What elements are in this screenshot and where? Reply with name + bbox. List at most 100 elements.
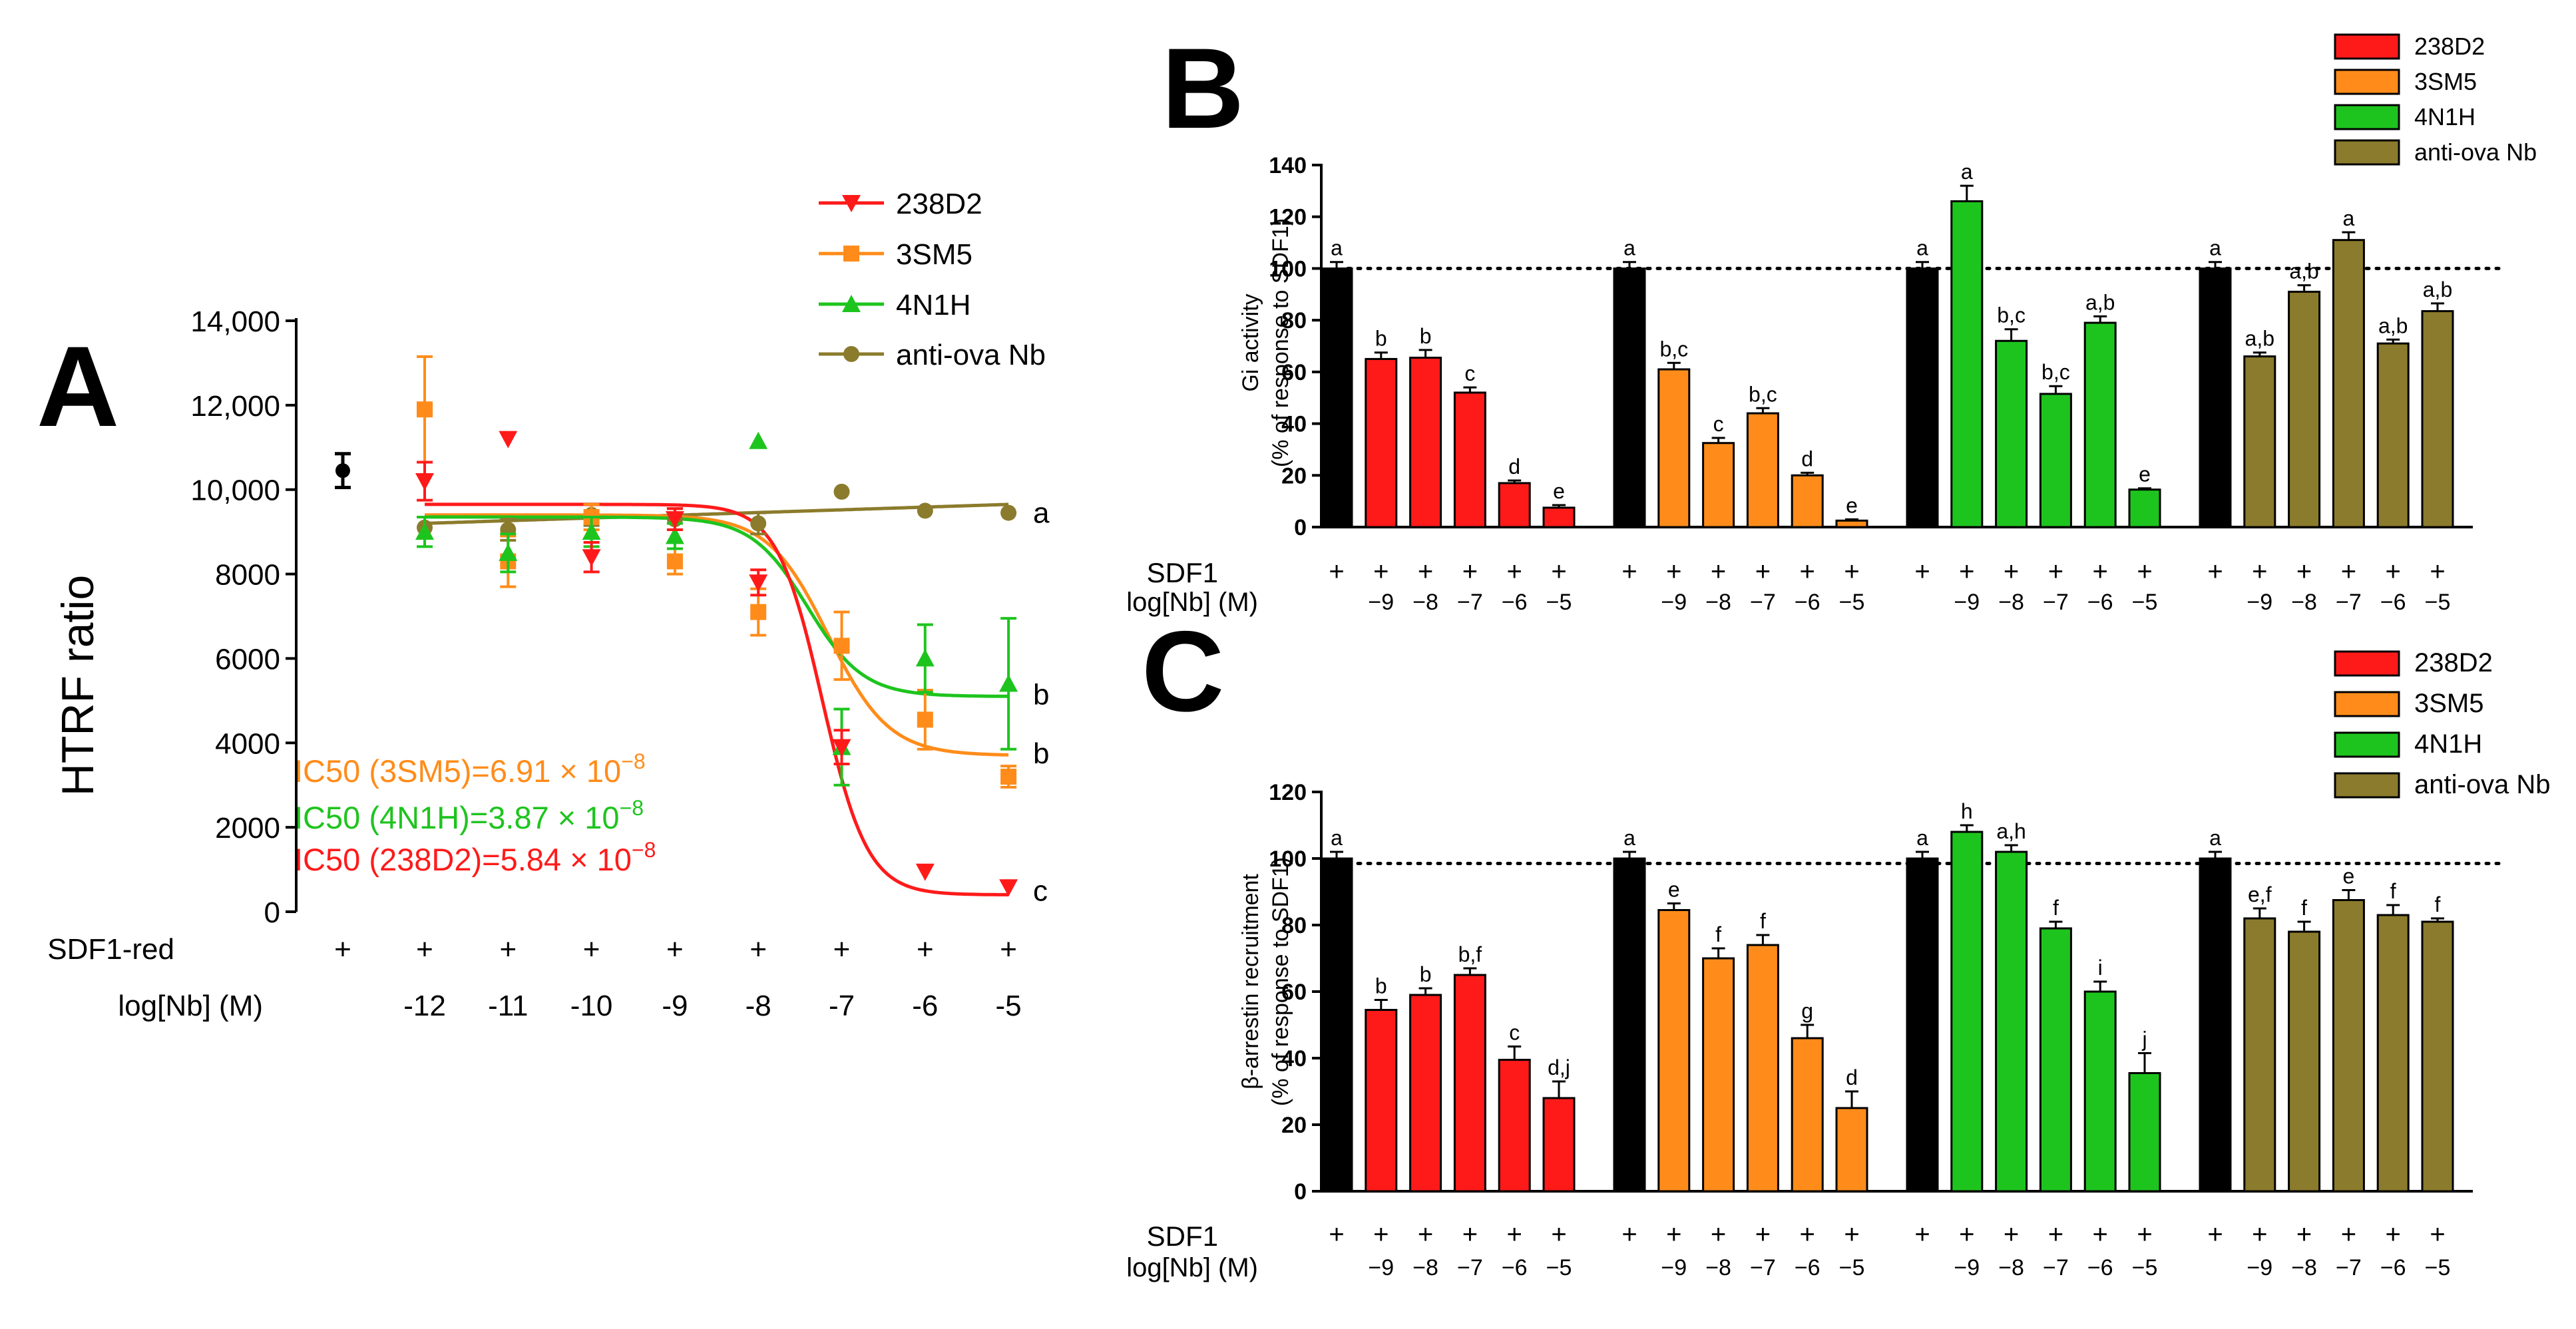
panel-c-x-tick-label: −7 xyxy=(1750,1255,1776,1280)
panel-b-x-tick-label: −9 xyxy=(1368,590,1394,615)
panel-a-legend-marker xyxy=(842,195,861,212)
panel-b-bar-4n1h xyxy=(1995,339,2028,528)
panel-a-point-238d2 xyxy=(832,739,851,757)
panel-b-bar-238d2 xyxy=(1498,482,1531,528)
panel-a-significance-letter: b xyxy=(1033,737,1049,770)
panel-c-x-tick-label: −9 xyxy=(1954,1255,1980,1280)
panel-b-bar-3sm5 xyxy=(1702,442,1735,528)
panel-c-y-tick-label: 60 xyxy=(1281,980,1307,1005)
panel-b-y-tick-label: 120 xyxy=(1269,205,1307,230)
panel-a-fit-curve-anti-ova-nb xyxy=(424,502,1009,525)
panel-c-bar-4n1h xyxy=(1950,831,1984,1193)
panel-b-bar-letter: c xyxy=(1713,412,1724,436)
panel-b-bar-letter: d xyxy=(1801,447,1813,471)
panel-c-plus-sign: + xyxy=(1800,1220,1815,1249)
panel-c-x-tick-label: −7 xyxy=(1457,1255,1483,1280)
panel-b-x-tick-label: −5 xyxy=(2425,590,2451,615)
panel-a-ic50-text: IC50 (4N1H)=3.87 × 10−8 xyxy=(294,796,644,835)
panel-c-plus-sign: + xyxy=(1373,1220,1389,1249)
panel-b-bar-3sm5 xyxy=(1657,368,1691,528)
panel-a-legend: 238D2 3SM5 4N1H anti-ova Nb xyxy=(819,188,1046,371)
panel-b-y-tick-label: 20 xyxy=(1281,463,1307,488)
panel-b-y-tick-label: 40 xyxy=(1281,412,1307,437)
panel-a-significance-letter: b xyxy=(1033,678,1049,711)
panel-a-point-3sm5 xyxy=(417,401,433,418)
panel-b-bar-letter: a,b xyxy=(2289,260,2318,284)
panel-c-legend-label: 238D2 xyxy=(2414,648,2493,677)
panel-b-x-tick-label: −7 xyxy=(1457,590,1483,615)
panel-c-x-tick-label: −9 xyxy=(1368,1255,1394,1280)
panel-c-plus-sign: + xyxy=(1621,1220,1637,1249)
panel-b-plus-sign: + xyxy=(2341,557,2356,586)
panel-b-bar-letter: a,b xyxy=(2245,327,2274,351)
panel-letter-b: B xyxy=(1162,25,1244,152)
panel-b-bar-letter: a xyxy=(1961,160,1973,184)
panel-b-bar-letter: b xyxy=(1375,327,1387,351)
panel-a-plus-sign: + xyxy=(666,933,684,966)
panel-c-bar-anti-ova-nb xyxy=(2243,917,2276,1193)
panel-b-x-tick-label: −7 xyxy=(2043,590,2069,615)
panel-b-legend-swatch xyxy=(2334,69,2400,95)
panel-b-plus-sign: + xyxy=(1711,557,1726,586)
panel-a-point-238d2 xyxy=(999,879,1018,897)
panel-b-plus-sign: + xyxy=(1621,557,1637,586)
panel-a-point-3sm5 xyxy=(833,638,850,654)
panel-c-plus-sign: + xyxy=(2004,1220,2019,1249)
panel-b-bar-238d2 xyxy=(1453,391,1486,528)
panel-b-bar-letter: b,c xyxy=(1659,337,1688,361)
ic50-exponent: −8 xyxy=(621,749,645,773)
panel-a-point-anti-ova-nb xyxy=(917,502,933,519)
panel-c-bar-238d2 xyxy=(1542,1097,1576,1193)
panel-b-bar-anti-ova-nb xyxy=(2199,267,2232,528)
panel-a-y-tick-label: 12,000 xyxy=(190,390,280,423)
panel-b-x-tick-label: −8 xyxy=(1705,590,1731,615)
panel-a-plus-sign: + xyxy=(334,933,351,966)
panel-b-plus-sign: + xyxy=(1959,557,1974,586)
panel-a-y-tick-label: 6000 xyxy=(215,643,280,675)
panel-c-y-label-line2: (% of response to SDF1) xyxy=(1268,857,1293,1106)
panel-c-bar-238d2 xyxy=(1453,974,1486,1193)
panel-c-bar-anti-ova-nb xyxy=(2199,857,2232,1193)
panel-c-plus-sign: + xyxy=(2341,1220,2356,1249)
panel-a-point-4n1h xyxy=(999,674,1018,692)
panel-c-plus-sign: + xyxy=(2137,1220,2152,1249)
panel-c-bar-3sm5 xyxy=(1613,857,1646,1193)
panel-b-bar-letter: a xyxy=(1916,236,1928,260)
panel-c-x-tick-label: −8 xyxy=(2291,1255,2317,1280)
panel-a-y-tick-label: 2000 xyxy=(215,812,280,845)
panel-b-bar-238d2 xyxy=(1320,267,1353,528)
panel-c-y-tick-label: 100 xyxy=(1269,847,1307,872)
panel-a-significance-letter: c xyxy=(1033,874,1048,907)
ic50-exponent: −8 xyxy=(632,838,656,862)
panel-c-bar-letter: a,h xyxy=(1996,819,2026,843)
panel-b-plus-sign: + xyxy=(1418,557,1433,586)
panel-b-bar-letter: e xyxy=(1553,479,1565,503)
panel-b-bar-letter: b,c xyxy=(2041,360,2070,384)
panel-b-plus-sign: + xyxy=(2252,557,2267,586)
panel-a-point-3sm5 xyxy=(750,604,767,620)
panel-c-bar-letter: f xyxy=(2301,896,2307,920)
panel-b-x-tick-label: −7 xyxy=(2336,590,2362,615)
panel-a-legend-marker xyxy=(843,346,859,362)
panel-c-y-tick-label: 0 xyxy=(1294,1179,1307,1205)
panel-c-x-tick-label: −8 xyxy=(1705,1255,1731,1280)
panel-a-y-tick-label: 8000 xyxy=(215,559,280,592)
panel-c-bar-4n1h xyxy=(2039,927,2072,1193)
panel-a-legend-label: 4N1H xyxy=(896,289,971,321)
panel-b-sdf1-label: SDF1 xyxy=(1147,557,1218,588)
panel-a-y-label: HTRF ratio xyxy=(53,575,103,796)
panel-b-plus-sign: + xyxy=(1755,557,1771,586)
panel-c-bar-letter: d xyxy=(1846,1065,1858,1089)
panel-c-bar-letter: b xyxy=(1375,974,1387,998)
panel-b-bar-238d2 xyxy=(1542,506,1576,528)
panel-b-bar-letter: a xyxy=(1331,236,1343,260)
panel-b-plus-sign: + xyxy=(2048,557,2063,586)
panel-a-point-3sm5 xyxy=(1000,769,1017,785)
panel-c-y-tick-label: 120 xyxy=(1269,780,1307,805)
panel-b-legend-swatch xyxy=(2334,33,2400,60)
panel-b-plus-sign: + xyxy=(1462,557,1478,586)
panel-a-plus-sign: + xyxy=(416,933,433,966)
panel-b-chart: Gi activity (% of response to SDF1) SDF1… xyxy=(1126,33,2537,617)
panel-a-point-anti-ova-nb xyxy=(750,515,767,532)
panel-c-plus-sign: + xyxy=(2093,1220,2108,1249)
